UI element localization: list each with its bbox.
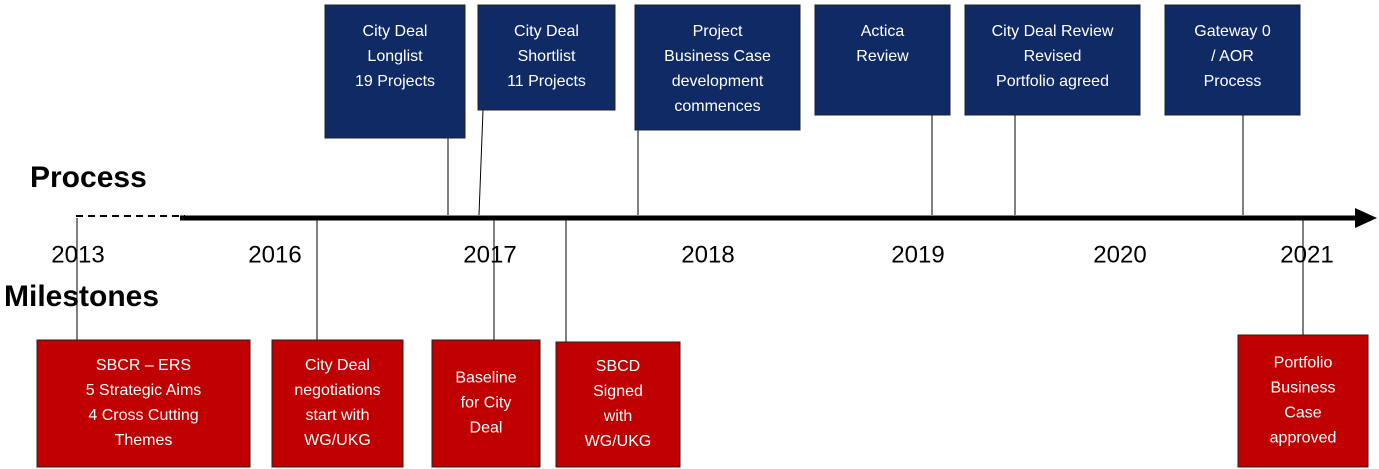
milestone-box-text: Baseline — [455, 370, 516, 387]
milestone-box-text: 4 Cross Cutting — [88, 407, 198, 424]
year-label: 2017 — [463, 241, 516, 268]
process-box-text: Revised — [1024, 48, 1082, 65]
milestone-box-text: Signed — [593, 383, 643, 400]
milestone-box — [1237, 334, 1369, 468]
milestone-box-text: Deal — [470, 420, 503, 437]
year-label: 2018 — [681, 241, 734, 268]
process-box-text: City Deal — [514, 23, 579, 40]
process-box-text: 19 Projects — [355, 73, 435, 90]
milestone-box-text: WG/UKG — [585, 433, 652, 450]
milestone-box-text: approved — [1270, 430, 1337, 447]
milestone-box-text: 5 Strategic Aims — [86, 382, 202, 399]
milestone-box — [431, 339, 541, 468]
year-label: 2021 — [1280, 241, 1333, 268]
process-label: Process — [30, 161, 147, 194]
year-label: 2016 — [248, 241, 301, 268]
milestone-box-text: Case — [1284, 405, 1321, 422]
process-box-text: development — [672, 73, 764, 90]
process-box — [634, 4, 801, 131]
milestone-box-text: Portfolio — [1274, 355, 1333, 372]
process-connector — [478, 109, 484, 216]
process-box-text: Review — [856, 48, 909, 65]
process-box-text: City Deal Review — [992, 23, 1114, 40]
year-label: 2020 — [1093, 241, 1146, 268]
process-box — [964, 4, 1141, 116]
milestone-box — [271, 339, 404, 468]
process-box-text: Actica — [861, 23, 905, 40]
milestone-box-text: WG/UKG — [304, 432, 371, 449]
process-box-text: Business Case — [664, 48, 771, 65]
process-box — [814, 4, 951, 116]
milestone-box-text: City Deal — [305, 357, 370, 374]
milestone-box-text: SBCD — [596, 358, 640, 375]
process-box-text: Process — [1204, 73, 1262, 90]
milestone-box-text: SBCR – ERS — [96, 357, 191, 374]
milestone-box-text: Business — [1271, 380, 1336, 397]
milestone-box-text: Themes — [115, 432, 173, 449]
process-box-text: Shortlist — [518, 48, 576, 65]
milestone-box-text: with — [603, 408, 632, 425]
milestone-box — [555, 341, 681, 468]
process-box-text: 11 Projects — [507, 73, 586, 90]
milestone-box-text: negotiations — [294, 382, 380, 399]
process-box-text: Longlist — [367, 48, 423, 65]
milestone-box-text: start with — [305, 407, 369, 424]
process-box-text: City Deal — [363, 23, 428, 40]
milestone-box-text: for City — [461, 395, 512, 412]
process-box — [324, 4, 466, 139]
process-box — [1164, 4, 1301, 116]
axis-arrow — [1355, 208, 1377, 228]
year-label: 2013 — [51, 241, 104, 268]
milestone-box — [36, 339, 251, 468]
process-box-text: Portfolio agreed — [996, 73, 1109, 90]
process-box-text: Gateway 0 — [1194, 23, 1271, 40]
year-label: 2019 — [891, 241, 944, 268]
process-box — [477, 4, 616, 111]
milestones-label: Milestones — [4, 280, 159, 313]
process-box-text: commences — [674, 98, 760, 115]
process-box-text: Project — [693, 23, 743, 40]
process-box-text: / AOR — [1211, 48, 1254, 65]
